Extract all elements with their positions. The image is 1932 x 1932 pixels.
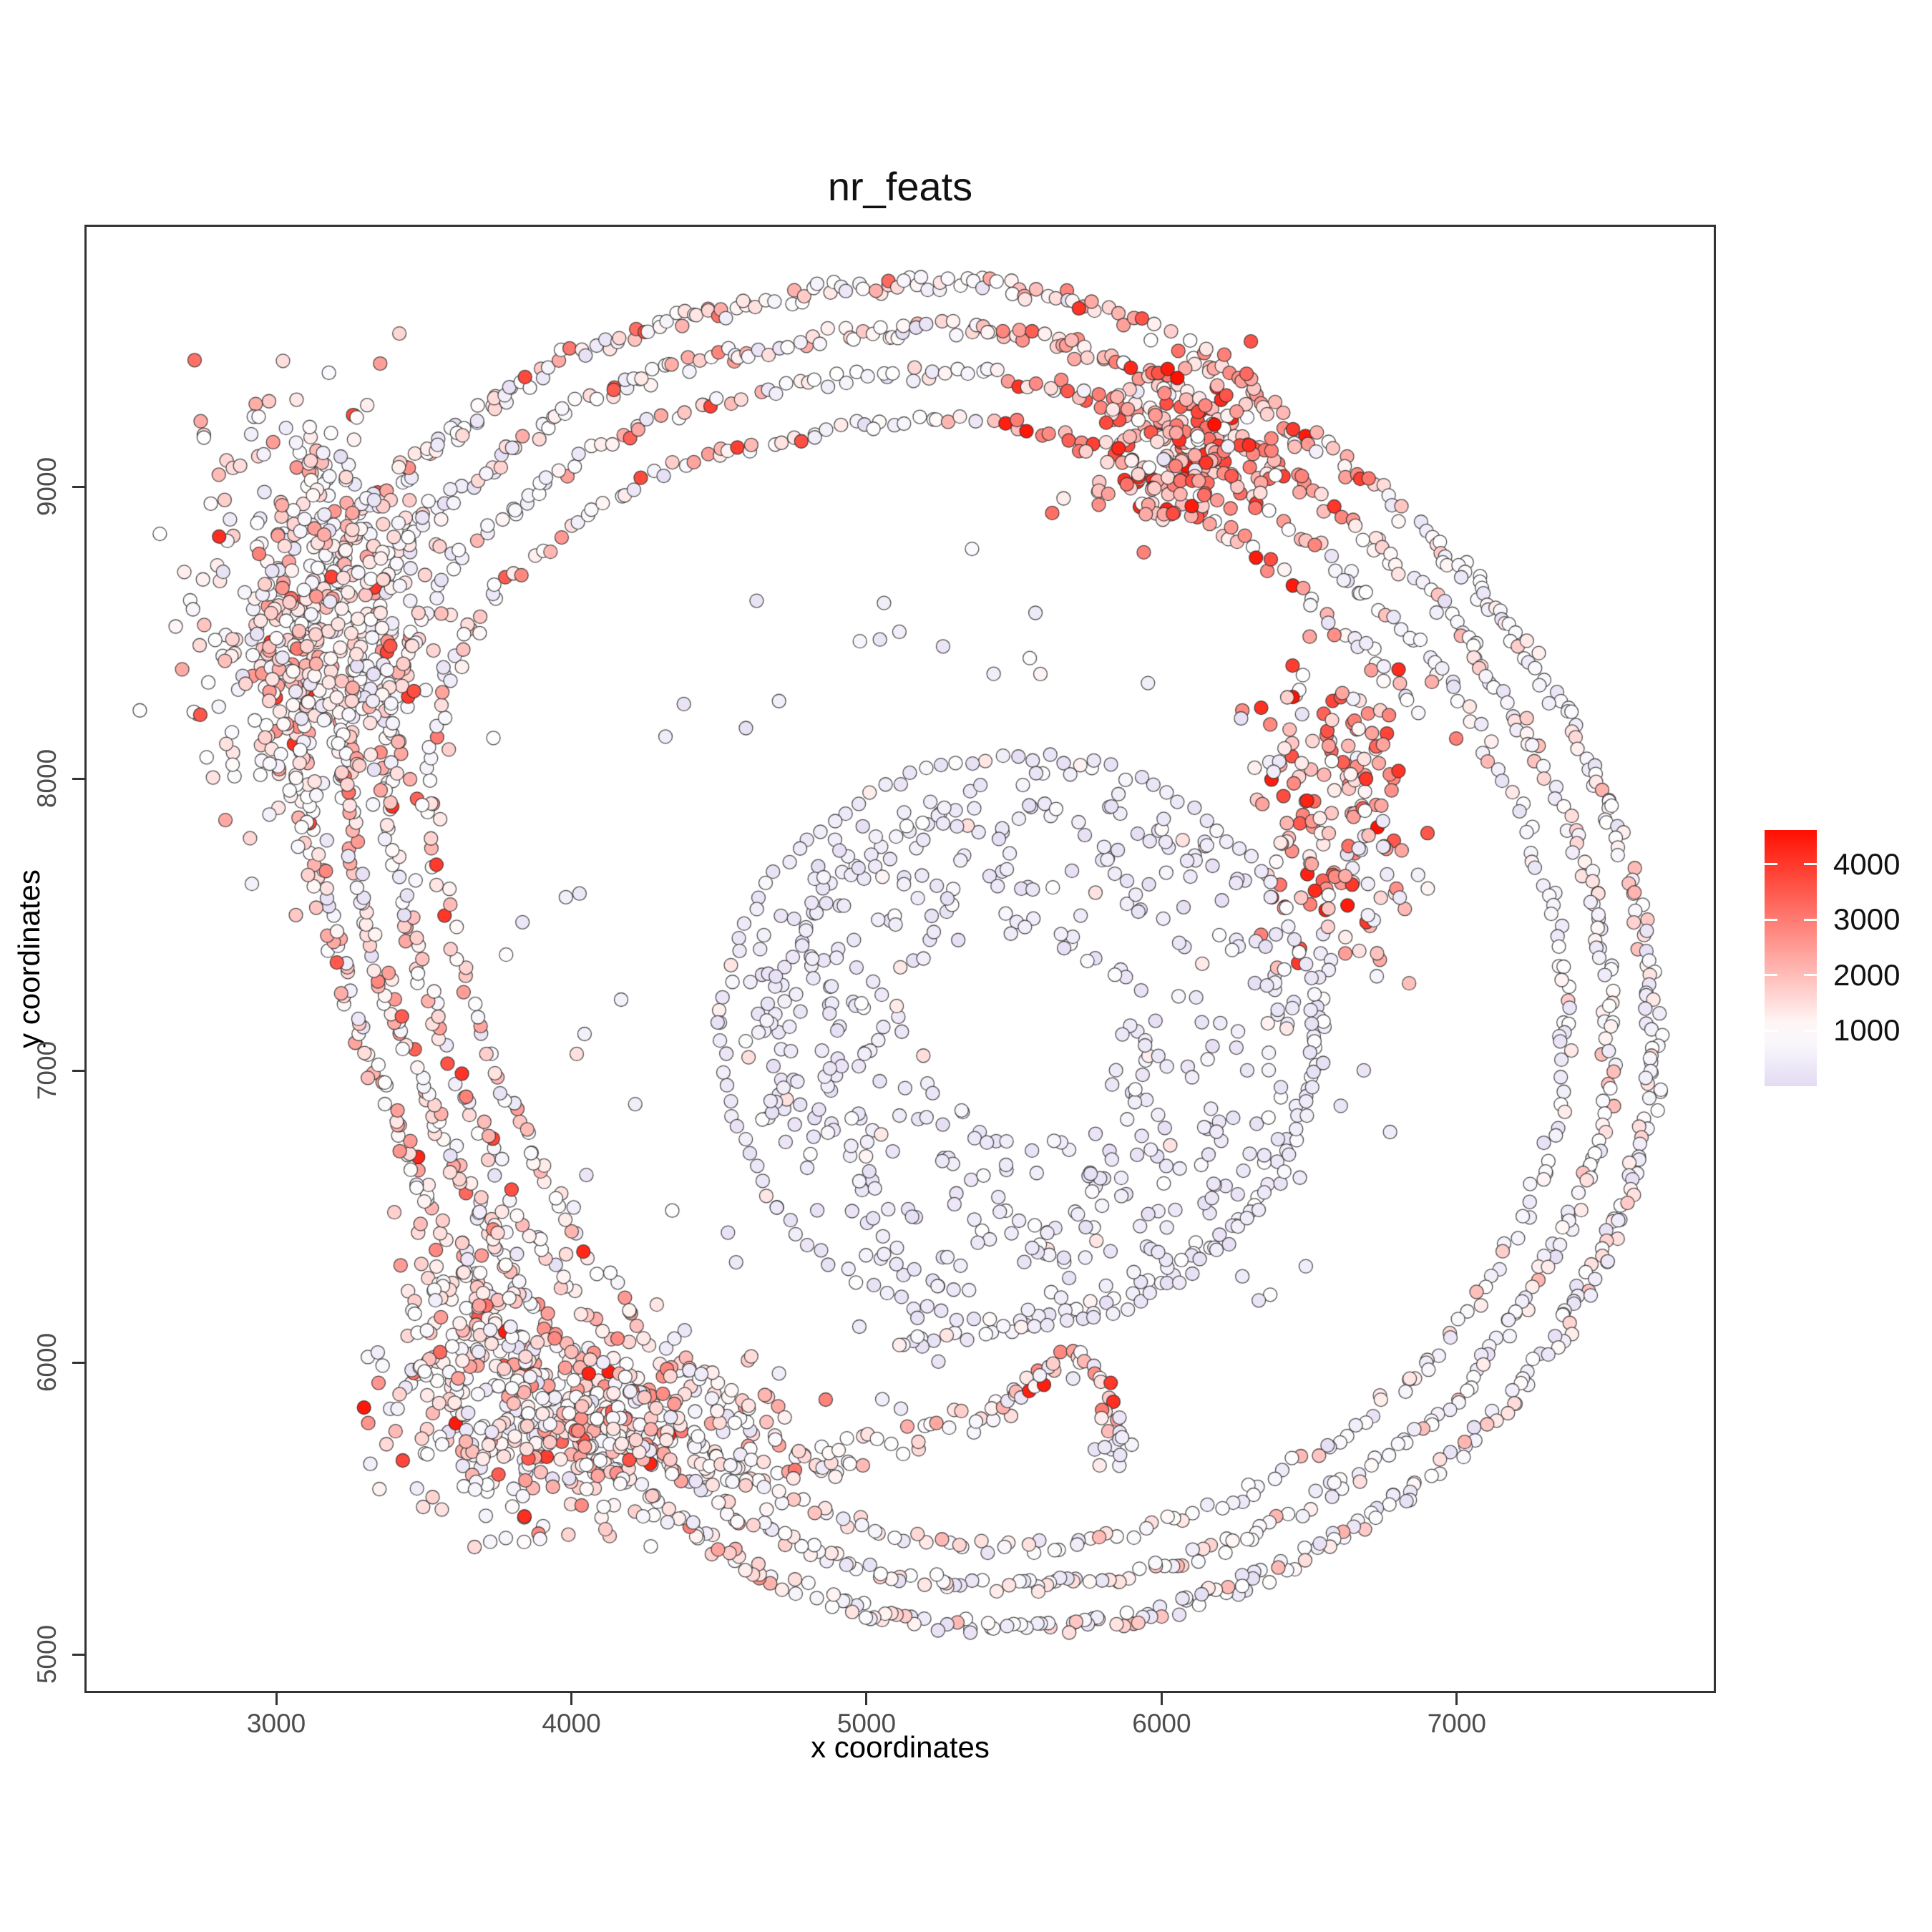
y-tick-label: 8000 bbox=[32, 749, 62, 809]
legend-tick-mark bbox=[1765, 863, 1777, 866]
y-tick-label: 6000 bbox=[32, 1333, 62, 1392]
x-tick-mark bbox=[1455, 1693, 1458, 1705]
y-tick-label: 7000 bbox=[32, 1041, 62, 1101]
x-tick-label: 5000 bbox=[836, 1709, 897, 1738]
x-tick-label: 3000 bbox=[246, 1709, 306, 1738]
legend-tick-label: 2000 bbox=[1833, 957, 1901, 992]
legend-tick-mark bbox=[1765, 974, 1777, 977]
y-tick-label: 5000 bbox=[32, 1624, 62, 1684]
scatter-points-canvas bbox=[87, 227, 1714, 1691]
y-tick-mark bbox=[72, 485, 84, 488]
x-axis-label: x coordinates bbox=[811, 1730, 990, 1764]
legend-tick-mark bbox=[1804, 863, 1817, 866]
x-tick-mark bbox=[275, 1693, 278, 1705]
x-tick-label: 4000 bbox=[542, 1709, 601, 1738]
legend-tick-mark bbox=[1765, 918, 1777, 921]
y-tick-label: 9000 bbox=[32, 457, 62, 517]
legend-tick-label: 1000 bbox=[1833, 1013, 1901, 1048]
y-tick-mark bbox=[72, 777, 84, 780]
legend-tick-mark bbox=[1804, 1029, 1817, 1032]
y-tick-mark bbox=[72, 1361, 84, 1364]
x-tick-mark bbox=[570, 1693, 573, 1705]
x-tick-label: 7000 bbox=[1427, 1709, 1487, 1738]
y-tick-mark bbox=[72, 1069, 84, 1072]
y-tick-mark bbox=[72, 1653, 84, 1656]
plot-title: nr_feats bbox=[827, 164, 973, 209]
legend-colorbar bbox=[1765, 830, 1817, 1086]
x-tick-mark bbox=[865, 1693, 868, 1705]
legend-tick-label: 3000 bbox=[1833, 902, 1901, 937]
legend-tick-label: 4000 bbox=[1833, 847, 1901, 881]
legend-tick-mark bbox=[1804, 974, 1817, 977]
x-tick-label: 6000 bbox=[1132, 1709, 1191, 1738]
legend-tick-mark bbox=[1804, 918, 1817, 921]
legend-tick-mark bbox=[1765, 1029, 1777, 1032]
x-tick-mark bbox=[1160, 1693, 1163, 1705]
